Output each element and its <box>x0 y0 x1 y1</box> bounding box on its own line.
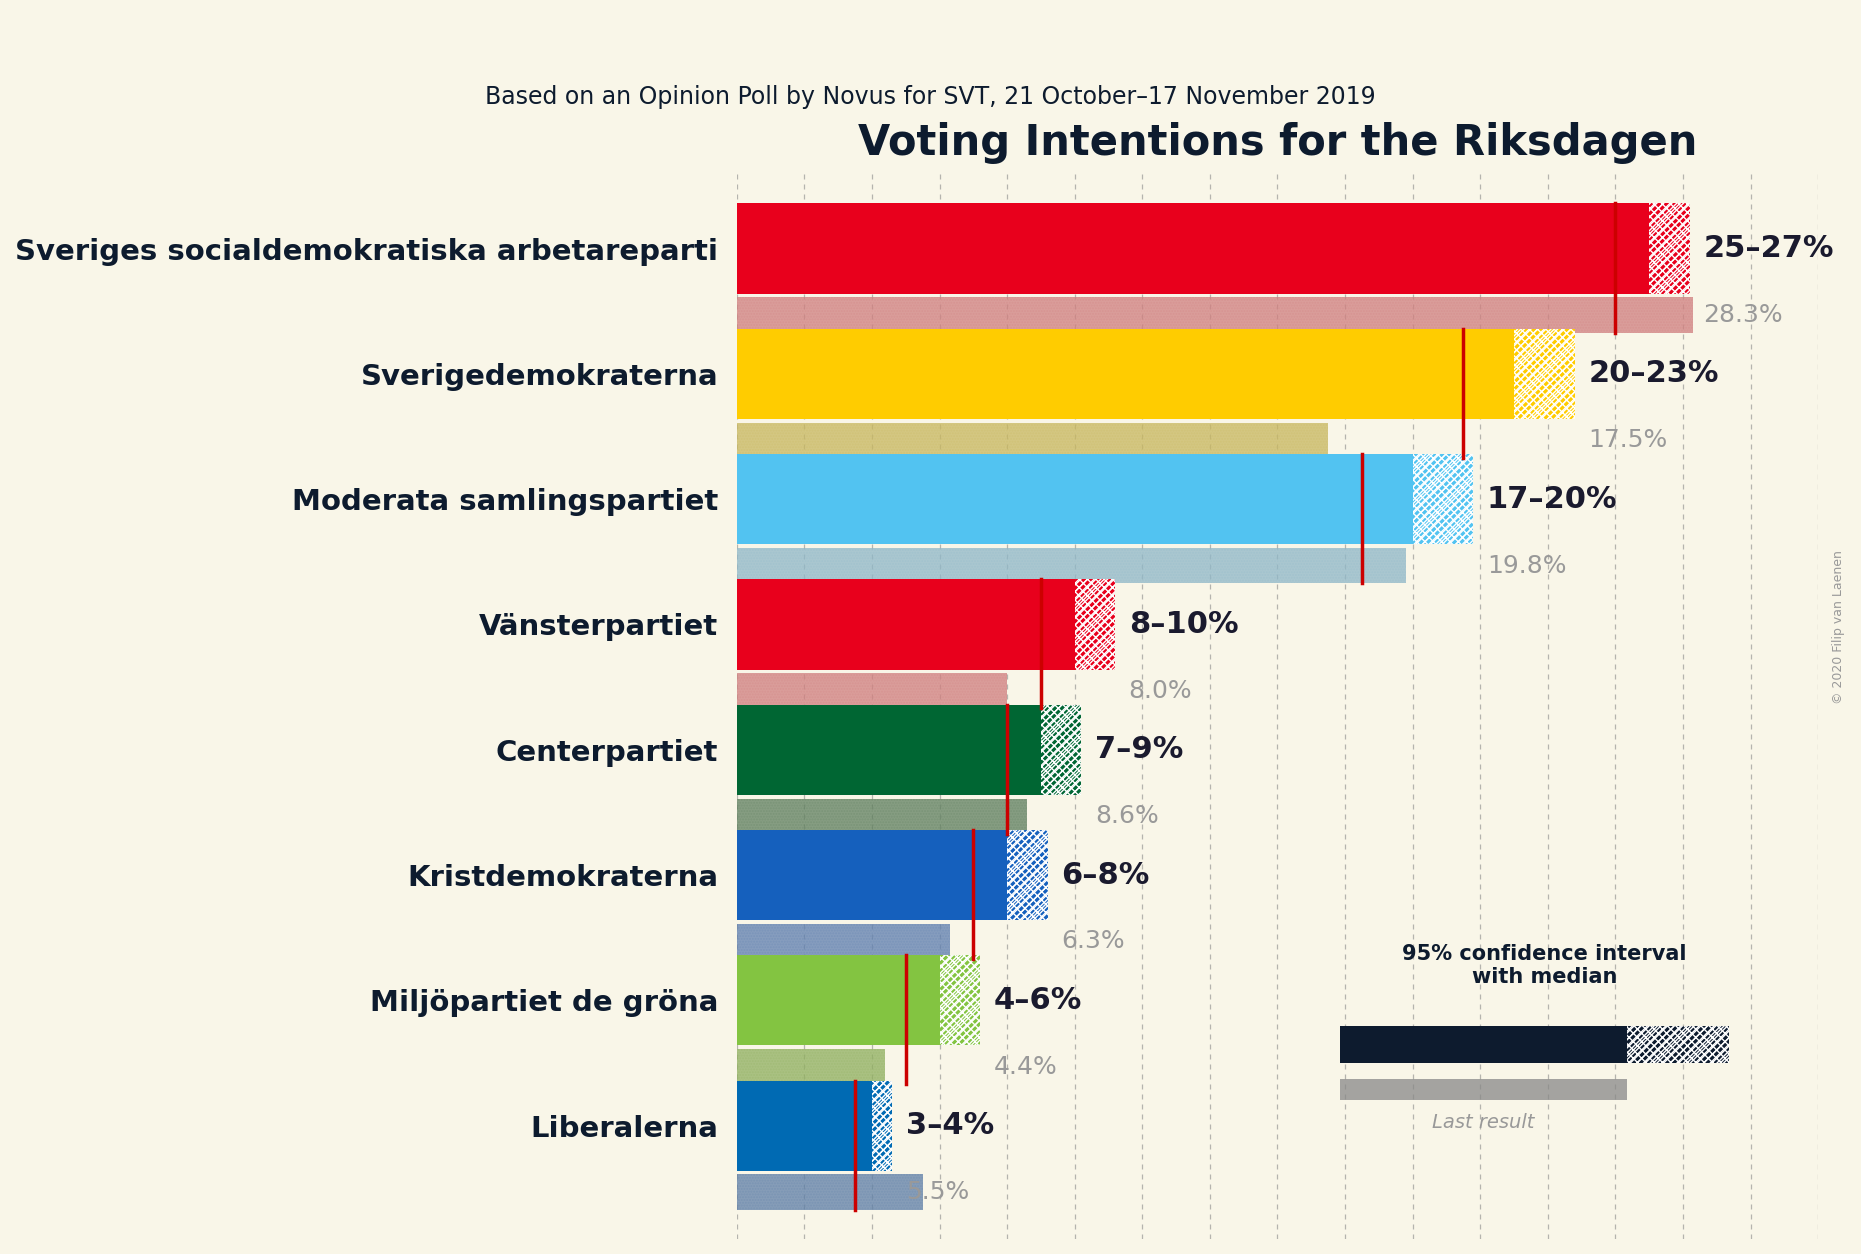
Text: 25–27%: 25–27% <box>1703 234 1833 263</box>
Text: 5.5%: 5.5% <box>906 1180 970 1204</box>
Bar <box>737 673 1007 709</box>
Bar <box>737 924 949 959</box>
Bar <box>737 830 940 920</box>
Bar <box>737 579 1007 670</box>
Text: 17–20%: 17–20% <box>1487 484 1617 514</box>
Bar <box>940 830 1007 920</box>
Bar <box>737 203 1582 293</box>
Bar <box>737 423 1329 458</box>
Bar <box>1515 329 1574 419</box>
Bar <box>837 1081 873 1171</box>
Bar <box>1340 1026 1627 1063</box>
Bar <box>1007 830 1048 920</box>
Bar <box>1627 1026 1729 1063</box>
Bar <box>737 1175 923 1210</box>
Bar <box>737 329 1412 419</box>
Bar <box>737 297 1694 332</box>
Bar <box>1627 1026 1729 1063</box>
Bar <box>873 1081 891 1171</box>
Bar <box>1074 579 1115 670</box>
Text: 20–23%: 20–23% <box>1587 360 1720 389</box>
Bar <box>1412 454 1474 544</box>
Bar <box>737 297 1694 332</box>
Bar <box>737 1081 837 1171</box>
Bar <box>1412 329 1515 419</box>
Bar <box>737 1050 886 1085</box>
Bar <box>1649 203 1690 293</box>
Bar <box>737 799 1027 834</box>
Text: 28.3%: 28.3% <box>1703 303 1783 327</box>
Bar <box>737 924 949 959</box>
Bar <box>1649 203 1690 293</box>
Title: Voting Intentions for the Riksdagen: Voting Intentions for the Riksdagen <box>858 122 1697 163</box>
Bar <box>1040 705 1081 795</box>
Bar <box>873 1081 891 1171</box>
Bar <box>1007 830 1048 920</box>
Text: 19.8%: 19.8% <box>1487 553 1567 578</box>
Text: 17.5%: 17.5% <box>1587 429 1667 453</box>
Text: 6–8%: 6–8% <box>1061 860 1150 889</box>
Text: 8.0%: 8.0% <box>1130 678 1193 702</box>
Bar <box>737 1175 923 1210</box>
Bar <box>737 956 873 1046</box>
Bar <box>1582 203 1649 293</box>
Text: Based on an Opinion Poll by Novus for SVT, 21 October–17 November 2019: Based on an Opinion Poll by Novus for SV… <box>486 84 1375 109</box>
Bar <box>873 1081 891 1171</box>
Bar <box>1040 705 1081 795</box>
Bar <box>1340 1080 1627 1100</box>
Text: 4.4%: 4.4% <box>994 1055 1057 1078</box>
Bar <box>1412 454 1474 544</box>
Bar <box>737 423 1329 458</box>
Bar <box>940 956 981 1046</box>
Bar <box>1412 454 1474 544</box>
Bar <box>1312 454 1412 544</box>
Text: 95% confidence interval
with median: 95% confidence interval with median <box>1403 944 1686 987</box>
Text: © 2020 Filip van Laenen: © 2020 Filip van Laenen <box>1833 551 1844 703</box>
Bar <box>737 454 1312 544</box>
Text: 4–6%: 4–6% <box>994 986 1081 1014</box>
Text: 8–10%: 8–10% <box>1130 609 1238 640</box>
Bar <box>940 956 981 1046</box>
Text: Last result: Last result <box>1431 1114 1535 1132</box>
Bar <box>1040 705 1081 795</box>
Text: 7–9%: 7–9% <box>1094 735 1184 764</box>
Bar <box>1515 329 1574 419</box>
Text: 8.6%: 8.6% <box>1094 804 1159 828</box>
Bar <box>940 956 981 1046</box>
Bar <box>1007 830 1048 920</box>
Bar <box>1649 203 1690 293</box>
Bar <box>737 799 1027 834</box>
Bar <box>1007 579 1074 670</box>
Bar <box>1074 579 1115 670</box>
Bar <box>1515 329 1574 419</box>
Bar <box>1074 579 1115 670</box>
Bar <box>737 548 1405 583</box>
Bar <box>737 705 973 795</box>
Bar <box>737 1050 886 1085</box>
Bar <box>873 956 940 1046</box>
Text: 6.3%: 6.3% <box>1061 929 1124 953</box>
Bar <box>737 673 1007 709</box>
Text: 3–4%: 3–4% <box>906 1111 994 1140</box>
Bar <box>737 548 1405 583</box>
Bar <box>973 705 1040 795</box>
